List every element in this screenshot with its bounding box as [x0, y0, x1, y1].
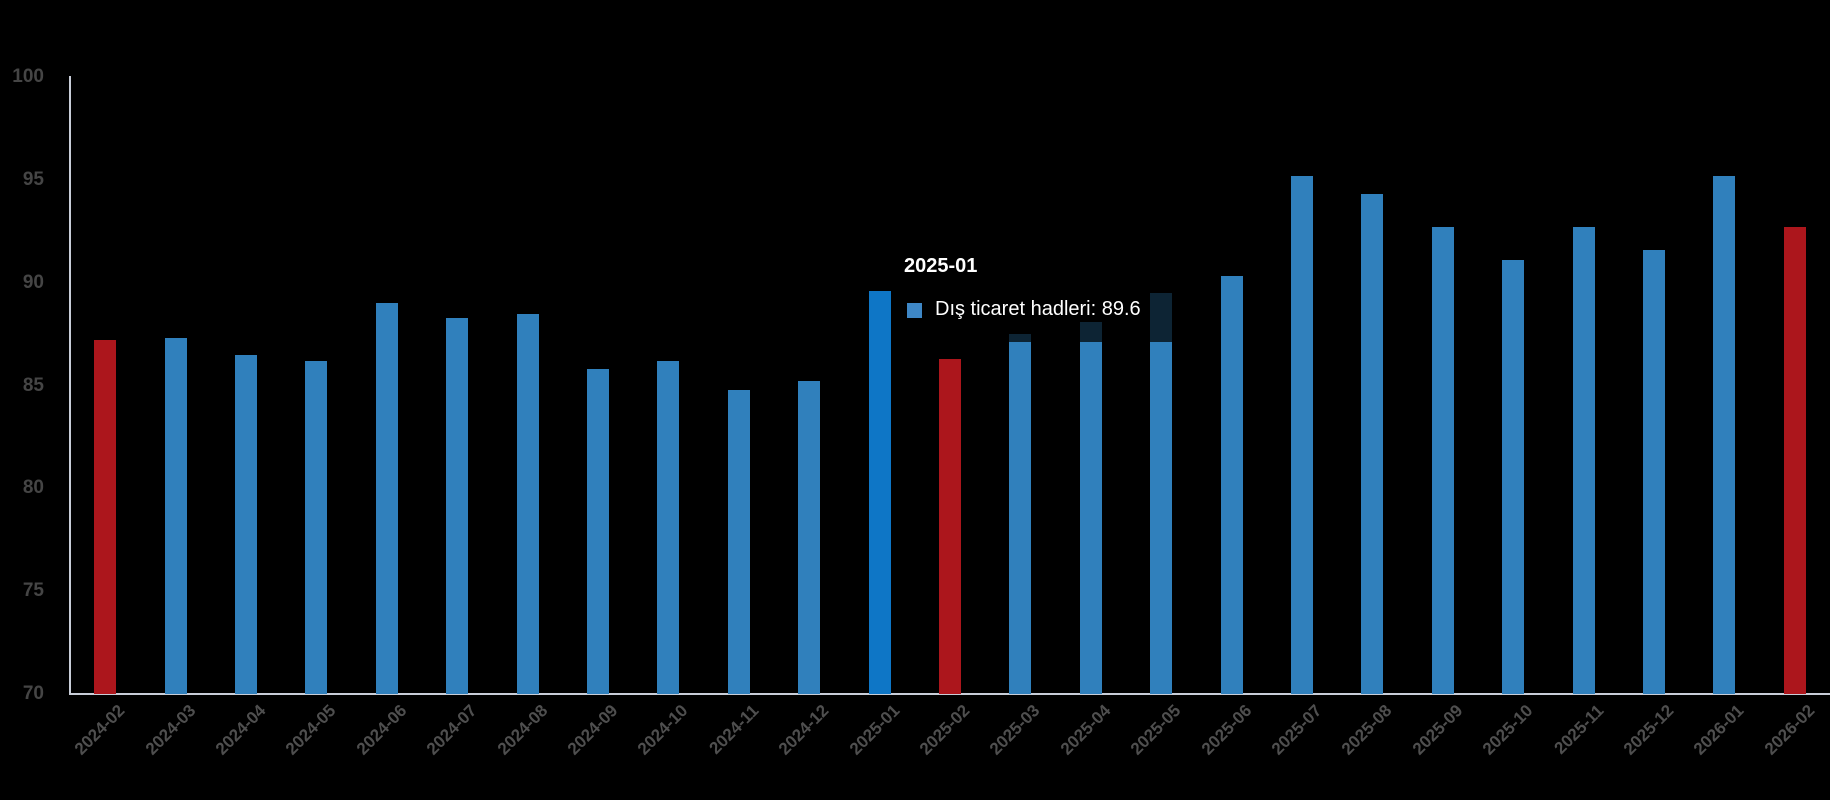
bar-2024-09[interactable]: [587, 369, 609, 694]
y-axis-line: [69, 76, 71, 695]
bar-2025-02[interactable]: [939, 358, 961, 694]
y-tick-label: 85: [22, 374, 44, 396]
bar-2025-09[interactable]: [1431, 227, 1454, 694]
tooltip-title: 2025-01: [904, 255, 978, 277]
tooltip-value-text: Dış ticaret hadleri: 89.6: [935, 298, 1141, 320]
bar-2024-07[interactable]: [446, 317, 469, 694]
y-tick-label: 75: [22, 580, 44, 602]
y-tick-label: 100: [12, 66, 44, 87]
bar-2025-07[interactable]: [1291, 175, 1313, 694]
bar-2024-04[interactable]: [235, 354, 257, 694]
bar-2025-05[interactable]: [1150, 292, 1173, 694]
bar-2025-03[interactable]: [1009, 334, 1032, 694]
bar-2024-12[interactable]: [798, 381, 821, 694]
bar-2024-02[interactable]: [94, 340, 117, 694]
bar-2025-10[interactable]: [1502, 260, 1525, 694]
bar-2026-02[interactable]: [1783, 227, 1806, 694]
bar-2025-12[interactable]: [1643, 249, 1665, 694]
bar-2025-04[interactable]: [1079, 321, 1102, 694]
bar-2026-01[interactable]: [1713, 175, 1736, 694]
x-axis-line: [69, 693, 1830, 695]
series-swatch-icon: [907, 303, 922, 318]
tooltip: 2025-01 Dış ticaret hadleri: 89.6: [891, 243, 1213, 342]
bar-2025-06[interactable]: [1220, 276, 1243, 694]
bar-2025-11[interactable]: [1572, 227, 1595, 694]
bar-2025-08[interactable]: [1361, 194, 1384, 694]
y-tick-label: 80: [22, 477, 44, 499]
bar-2024-11[interactable]: [727, 389, 750, 694]
y-tick-label: 90: [22, 271, 44, 293]
y-tick-label: 70: [22, 683, 44, 704]
bar-2024-06[interactable]: [375, 303, 398, 694]
bar-2024-08[interactable]: [516, 313, 539, 694]
bar-2025-01[interactable]: [868, 290, 891, 694]
y-tick-label: 95: [22, 168, 44, 190]
bar-2024-03[interactable]: [164, 338, 187, 694]
bar-2024-05[interactable]: [305, 360, 328, 694]
bar-2024-10[interactable]: [657, 360, 680, 694]
